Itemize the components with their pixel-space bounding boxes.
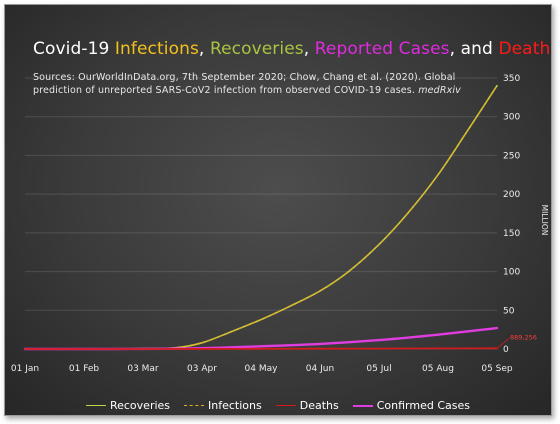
x-tick-label: 05 Aug (422, 364, 454, 374)
sources-text: Sources: OurWorldInData.org, 7th Septemb… (33, 72, 456, 96)
legend-label: Recoveries (109, 399, 171, 412)
y-axis-title: MILLION (540, 205, 549, 236)
title-deaths: Deaths (498, 39, 551, 59)
legend-label: Infections (208, 399, 262, 412)
series-line-infections (24, 85, 498, 350)
legend-swatch (275, 405, 296, 406)
x-tick-label: 04 Jun (306, 364, 334, 374)
title-reported-cases: Reported Cases (314, 39, 450, 59)
legend-item-recoveries: Recoveries (85, 399, 171, 412)
title-recoveries: Recoveries (209, 39, 304, 59)
legend-item-confirmed-cases: Confirmed Cases (352, 399, 471, 412)
deaths-annotation-label: 889,256 (510, 333, 537, 341)
y-tick-label: 50 (503, 306, 515, 316)
title-sep-3: , and (449, 39, 499, 59)
y-tick-label: 250 (503, 151, 520, 161)
legend-label: Deaths (299, 399, 339, 412)
legend-swatch (85, 405, 106, 406)
title-sep-1: , (198, 39, 210, 59)
x-tick-label: 03 Apr (187, 364, 217, 374)
sources-journal: medRxiv (418, 85, 461, 96)
y-tick-label: 200 (503, 190, 520, 200)
x-tick-label: 01 Jan (11, 364, 39, 374)
legend-swatch (352, 404, 373, 407)
chart-legend: Recoveries Infections Deaths Confirmed Case… (5, 399, 551, 412)
x-tick-label: 01 Feb (69, 364, 100, 374)
x-tick-label: 05 Jul (366, 364, 391, 374)
legend-swatch (184, 405, 205, 406)
y-tick-label: 100 (503, 268, 520, 278)
y-tick-label: 150 (503, 229, 520, 239)
title-prefix: Covid-19 (33, 39, 115, 59)
y-tick-label: 350 (503, 74, 520, 84)
sources-note: Sources: OurWorldInData.org, 7th Septemb… (33, 71, 473, 97)
legend-item-deaths: Deaths (275, 399, 339, 412)
chart-title: Covid-19 Infections, Recoveries, Reporte… (33, 39, 551, 59)
title-sep-2: , (303, 39, 315, 59)
x-tick-label: 03 Mar (127, 364, 159, 374)
title-infections: Infections (114, 39, 199, 59)
y-tick-label: 0 (503, 345, 509, 355)
series-line-confirmed-cases (23, 326, 499, 351)
deaths-annotation-leader (496, 338, 510, 349)
chart-frame: Covid-19 Infections, Recoveries, Reporte… (4, 4, 552, 416)
x-tick-label: 04 May (245, 364, 279, 374)
y-tick-label: 300 (503, 113, 520, 123)
legend-item-infections: Infections (184, 399, 262, 412)
x-tick-label: 05 Sep (481, 364, 513, 374)
series-line-deaths (24, 347, 498, 350)
line-chart: 0 50 100 150 200 250 300 350 MILLION 01 Jan 01 Feb… (11, 74, 549, 374)
series-line-recoveries (24, 84, 498, 350)
legend-label: Confirmed Cases (376, 399, 471, 412)
